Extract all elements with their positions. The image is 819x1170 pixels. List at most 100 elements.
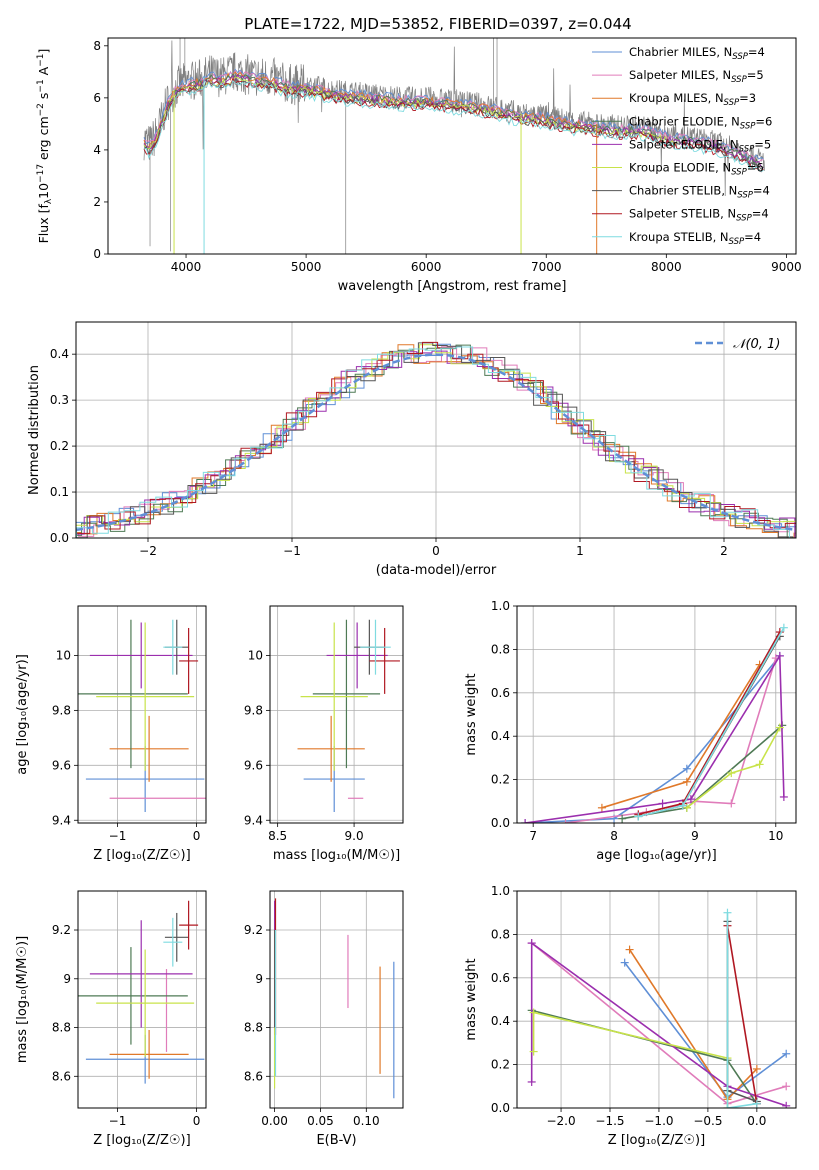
x-tick-label: 10 [768,829,783,843]
observed-spectrum [143,40,765,197]
x-tick-label: 1 [576,544,584,558]
axes-frame [77,605,207,824]
x-tick-label: −1 [109,1114,127,1128]
legend-label: Salpeter MILES, NSSP=5 [629,68,764,85]
axes-frame [107,37,797,255]
x-tick-label: −1.0 [644,1114,673,1128]
y-tick-label: 9.4 [244,813,263,827]
legend-label: Salpeter STELIB, NSSP=4 [629,207,769,224]
histograms [76,341,796,538]
legend-label: Chabrier MILES, NSSP=4 [629,45,765,62]
x-axis-label: Z [log₁₀(Z/Z☉)] [93,848,190,863]
mass-weight-series [524,653,785,823]
mass-weight-series [565,657,777,823]
y-axis-label: Flux [fλ10−17 erg cm−2 s−1 A−1] [36,49,54,244]
histogram-series [76,341,796,534]
axes-mass_vs_Z: −1 0 8.6 8.8 9 9.2 Z [log₁₀(Z/Z☉)] mass [log₁₀(… [15,891,206,1148]
x-tick-label: −1.5 [595,1114,624,1128]
x-tick-label: 8000 [651,260,682,274]
y-tick-label: 9.8 [244,703,263,717]
histogram-series [76,344,796,538]
model-fit-line [143,68,764,160]
y-tick-label: 0.2 [491,773,510,787]
x-tick-label: 0.10 [353,1114,380,1128]
legend-count: =5 [754,137,771,151]
x-axis-label: Z [log₁₀(Z/Z☉)] [93,1133,190,1148]
mass-weight-series [726,912,757,1108]
x-tick-label: 9.0 [345,829,364,843]
y-tick-label: 1.0 [491,599,510,613]
x-axis-label: age [log₁₀(age/yr)] [596,848,717,863]
legend-label: Salpeter ELODIE, NSSP=5 [629,137,771,154]
y-tick-label: 9.6 [52,758,71,772]
legend-name: Chabrier STELIB, N [629,184,737,198]
x-tick-label: 6000 [411,260,442,274]
y-axis-label-part: 10 [36,183,51,199]
y-tick-label: 9.2 [244,923,263,937]
histogram-series [76,350,796,538]
y-tick-label: 8.8 [244,1021,263,1035]
y-tick-label: 0.2 [50,439,69,453]
y-axis-label-part: −1 [36,79,46,92]
y-axis-label: Normed distribution [27,365,42,495]
y-axis-label: mass weight [464,673,479,755]
mass-weight-series [686,727,781,809]
legend-sub: SSP [724,98,740,108]
x-axis-label: wavelength [Angstrom, rest frame] [338,279,567,294]
y-tick-label: 0.8 [491,927,510,941]
y-tick-label: 8.8 [52,1021,71,1035]
y-axis-label-part: A [36,66,51,79]
y-tick-label: 0.4 [491,1014,510,1028]
legend-label: Kroupa MILES, NSSP=3 [629,91,756,108]
y-tick-label: 6 [93,91,101,105]
gaussian-legend-label: 𝒩(0, 1) [733,337,780,352]
y-tick-label: 0.1 [50,485,69,499]
y-tick-label: 1.0 [491,884,510,898]
legend-count: =6 [755,114,772,128]
legend-label: Kroupa ELODIE, NSSP=6 [629,161,764,178]
y-axis-label-part: −2 [36,103,46,116]
lines-mass_weight_vs_Z [527,908,791,1108]
legend-name: Chabrier MILES, N [629,45,732,59]
x-tick-label: 5000 [291,260,322,274]
axes-spectrum: 4000 5000 6000 7000 8000 9000 0 2 4 6 8 wavelength … [93,39,801,294]
legend-sub: SSP [731,168,747,178]
y-tick-label: 10 [56,648,71,662]
x-tick-label: 7000 [531,260,562,274]
y-tick-label: 0.8 [491,642,510,656]
legend-count: =6 [747,161,764,175]
legend-sub: SSP [732,52,748,62]
y-tick-label: 0.0 [491,1101,510,1115]
legend-label: Chabrier ELODIE, NSSP=6 [629,114,772,131]
axes-age_vs_mass: 8.5 9.0 9.4 9.6 10 9.8 mass [log₁₀(M/M☉)] [244,606,403,863]
histogram-series [76,346,796,538]
legend-sub: SSP [731,75,747,85]
y-tick-label: 0 [93,247,101,261]
y-tick-label: 10 [248,648,263,662]
histogram-series [76,344,796,527]
x-tick-label: 0 [193,1114,201,1128]
axes-mass_weight_vs_age: 7 8 9 10 0.0 0.2 0.4 0.6 0.8 1.0 age [log₁₀(age/yr… [464,599,796,863]
legend-name: Kroupa STELIB, N [629,230,729,244]
errorbars-age_vs_Z [78,619,206,813]
y-tick-label: 9.2 [52,923,71,937]
x-tick-label: 8.5 [268,829,287,843]
y-axis-label-part: s [36,93,51,104]
y-tick-label: 0.4 [50,347,69,361]
errorbars-mass_vs_Z [78,900,205,1084]
x-tick-label: 8 [610,829,618,843]
figure-title: PLATE=1722, MJD=53852, FIBERID=0397, z=0… [244,15,631,33]
y-tick-label: 2 [93,195,101,209]
y-tick-label: 8.6 [52,1069,71,1083]
legend-name: Chabrier ELODIE, N [629,114,740,128]
x-tick-label: 9 [691,829,699,843]
gaussian-curve [76,353,796,532]
y-axis-label-part: erg cm [36,116,51,164]
x-tick-label: 0.00 [261,1114,288,1128]
x-tick-label: 0 [193,829,201,843]
legend-sub: SSP [740,121,756,131]
mass-weight-series [525,655,781,823]
x-tick-label: 0.05 [307,1114,334,1128]
y-tick-label: 4 [93,143,101,157]
axes-frame [269,890,404,1109]
